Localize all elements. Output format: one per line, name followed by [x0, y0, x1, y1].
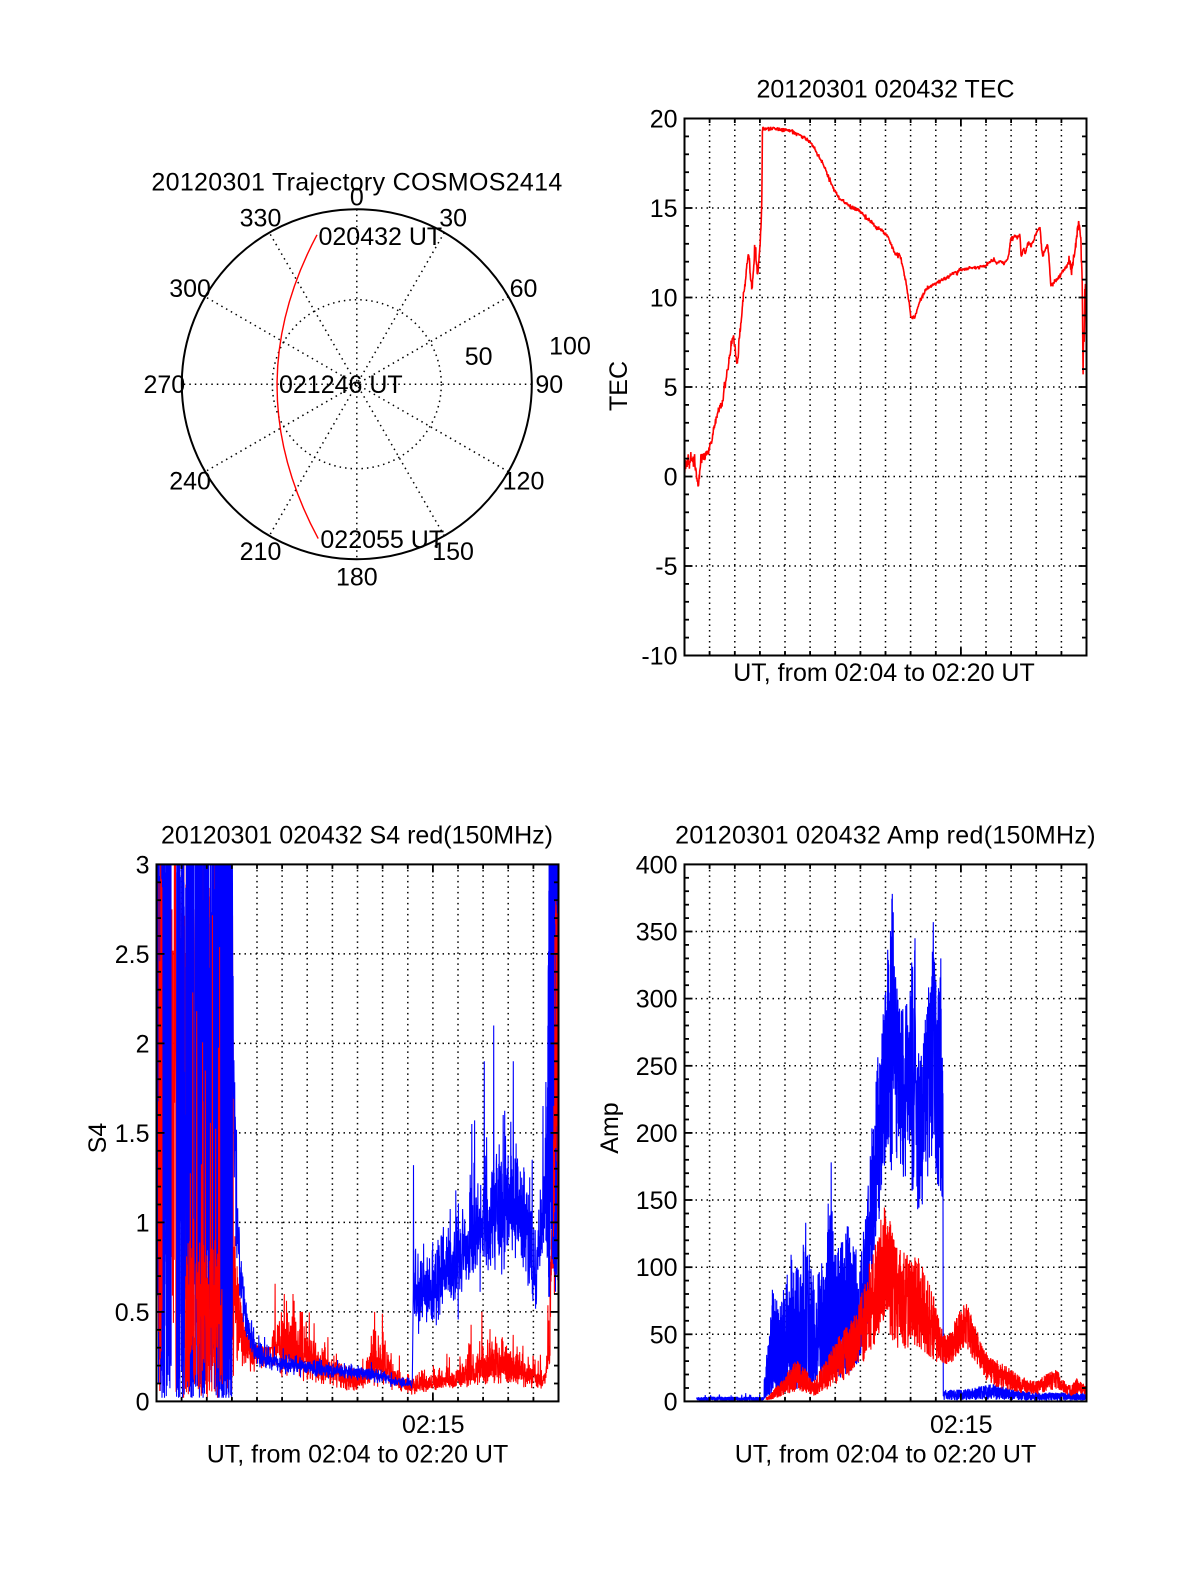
svg-text:UT, from 02:04 to 02:20 UT: UT, from 02:04 to 02:20 UT — [735, 1441, 1037, 1469]
svg-text:0: 0 — [664, 1388, 678, 1416]
svg-text:210: 210 — [240, 538, 282, 566]
svg-text:120: 120 — [503, 467, 545, 495]
svg-text:02:15: 02:15 — [930, 1411, 993, 1439]
svg-text:250: 250 — [636, 1053, 678, 1081]
svg-text:02:15: 02:15 — [402, 1411, 465, 1439]
svg-text:20120301 020432 Amp red(150MHz: 20120301 020432 Amp red(150MHz) — [675, 822, 1096, 850]
svg-text:200: 200 — [636, 1120, 678, 1148]
svg-text:2.5: 2.5 — [115, 941, 150, 969]
svg-text:90: 90 — [535, 371, 563, 399]
svg-text:020432 UT: 020432 UT — [319, 223, 443, 251]
svg-text:100: 100 — [636, 1254, 678, 1282]
svg-text:1.5: 1.5 — [115, 1120, 150, 1148]
svg-text:100: 100 — [549, 333, 591, 361]
svg-text:150: 150 — [636, 1187, 678, 1215]
svg-text:270: 270 — [143, 371, 185, 399]
svg-text:20120301 Trajectory COSMOS2414: 20120301 Trajectory COSMOS2414 — [151, 168, 562, 196]
svg-text:UT, from 02:04 to 02:20 UT: UT, from 02:04 to 02:20 UT — [733, 659, 1035, 687]
svg-text:021246 UT: 021246 UT — [279, 371, 403, 399]
svg-text:TEC: TEC — [605, 361, 633, 411]
svg-text:20: 20 — [650, 106, 678, 134]
svg-text:10: 10 — [650, 285, 678, 313]
svg-text:400: 400 — [636, 851, 678, 879]
svg-text:50: 50 — [465, 343, 493, 371]
svg-text:S4: S4 — [84, 1123, 112, 1154]
svg-text:330: 330 — [240, 205, 282, 233]
svg-text:350: 350 — [636, 919, 678, 947]
svg-text:50: 50 — [650, 1321, 678, 1349]
svg-text:0: 0 — [664, 464, 678, 492]
svg-text:022055 UT: 022055 UT — [320, 526, 444, 554]
svg-text:60: 60 — [510, 275, 538, 303]
svg-text:1: 1 — [136, 1209, 150, 1237]
svg-text:20120301 020432 TEC: 20120301 020432 TEC — [756, 76, 1014, 104]
svg-text:180: 180 — [336, 564, 378, 592]
svg-text:5: 5 — [664, 374, 678, 402]
svg-text:30: 30 — [439, 205, 467, 233]
svg-text:-10: -10 — [641, 643, 677, 671]
svg-text:UT, from 02:04 to 02:20 UT: UT, from 02:04 to 02:20 UT — [207, 1441, 509, 1469]
svg-text:300: 300 — [636, 986, 678, 1014]
svg-text:300: 300 — [169, 275, 211, 303]
svg-text:240: 240 — [169, 468, 211, 496]
svg-text:0: 0 — [136, 1388, 150, 1416]
svg-text:3: 3 — [136, 851, 150, 879]
svg-text:0.5: 0.5 — [115, 1299, 150, 1327]
svg-text:150: 150 — [432, 538, 474, 566]
svg-text:-5: -5 — [655, 553, 677, 581]
svg-text:2: 2 — [136, 1030, 150, 1058]
svg-text:0: 0 — [350, 184, 364, 212]
svg-text:Amp: Amp — [596, 1102, 624, 1153]
svg-text:20120301 020432 S4 red(150MHz): 20120301 020432 S4 red(150MHz) — [161, 822, 553, 850]
svg-text:15: 15 — [650, 195, 678, 223]
